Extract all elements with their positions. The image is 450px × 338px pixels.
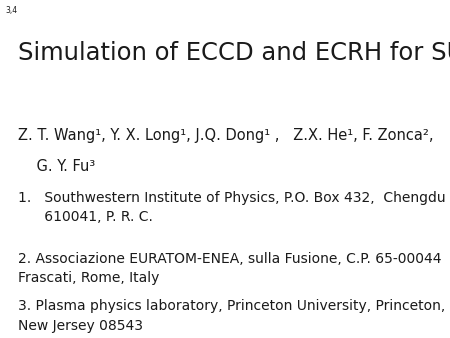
Text: 1.   Southwestern Institute of Physics, P.O. Box 432,  Chengdu
      610041, P. : 1. Southwestern Institute of Physics, P.… xyxy=(18,191,446,224)
Text: 3. Plasma physics laboratory, Princeton University, Princeton,
New Jersey 08543: 3. Plasma physics laboratory, Princeton … xyxy=(18,299,445,333)
Text: 2. Associazione EURATOM-ENEA, sulla Fusione, C.P. 65-00044
Frascati, Rome, Italy: 2. Associazione EURATOM-ENEA, sulla Fusi… xyxy=(18,252,441,285)
Text: G. Y. Fu³: G. Y. Fu³ xyxy=(18,159,95,174)
Text: Z. T. Wang¹, Y. X. Long¹, J.Q. Dong¹ ,   Z.X. He¹, F. Zonca²,: Z. T. Wang¹, Y. X. Long¹, J.Q. Dong¹ , Z… xyxy=(18,128,433,143)
Text: Simulation of ECCD and ECRH for SUNIST: Simulation of ECCD and ECRH for SUNIST xyxy=(18,41,450,65)
Text: 3,4: 3,4 xyxy=(5,6,18,15)
